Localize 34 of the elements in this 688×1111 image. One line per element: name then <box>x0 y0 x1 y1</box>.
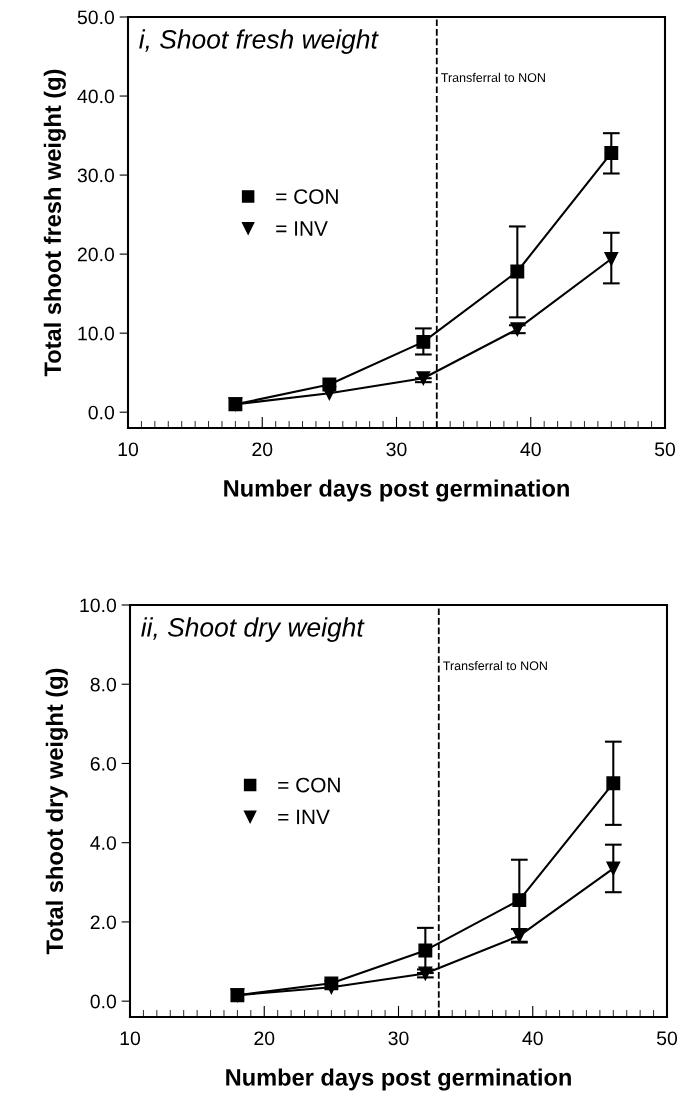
y-tick-label: 10.0 <box>80 598 117 613</box>
y-tick-label: 4.0 <box>90 836 117 850</box>
y-tick-label: 0.0 <box>90 994 117 1009</box>
x-tick-label: 10 <box>118 442 139 457</box>
ref-line-label: Transferral to NON <box>443 660 547 671</box>
y-tick-label: 10.0 <box>78 326 115 341</box>
x-axis-title: Number days post germination <box>224 479 569 502</box>
y-axis-title: Total shoot dry weight (g) <box>45 668 68 955</box>
chart-title: i, Shoot fresh weight <box>139 29 379 54</box>
y-tick-label: 30.0 <box>77 168 115 183</box>
legend-label: = INV <box>276 221 328 236</box>
x-axis-title: Number days post germination <box>226 1068 571 1091</box>
legend-label: = CON <box>278 777 340 793</box>
y-tick-label: 2.0 <box>90 915 117 930</box>
y-tick-label: 50.0 <box>77 10 115 25</box>
y-tick-label: 8.0 <box>90 677 117 692</box>
y-tick-label: 20.0 <box>77 247 115 262</box>
x-tick-label: 10 <box>120 1031 141 1046</box>
y-tick-label: 0.0 <box>88 405 115 420</box>
y-axis-title: Total shoot fresh weight (g) <box>43 69 66 377</box>
y-tick-label: 6.0 <box>90 756 117 771</box>
x-tick-label: 50 <box>656 1031 678 1046</box>
x-tick-label: 50 <box>654 442 676 457</box>
x-tick-label: 30 <box>388 1031 409 1046</box>
y-tick-label: 40.0 <box>77 89 115 104</box>
x-tick-label: 40 <box>522 1031 543 1046</box>
x-tick-label: 20 <box>254 1031 275 1046</box>
legend-label: = CON <box>276 189 338 204</box>
legend-label: = INV <box>278 809 330 825</box>
ref-line-label: Transferral to NON <box>441 72 545 83</box>
chart-title: ii, Shoot dry weight <box>141 617 365 642</box>
x-tick-label: 20 <box>252 442 273 457</box>
x-tick-label: 30 <box>386 442 407 457</box>
x-tick-label: 40 <box>520 442 541 457</box>
